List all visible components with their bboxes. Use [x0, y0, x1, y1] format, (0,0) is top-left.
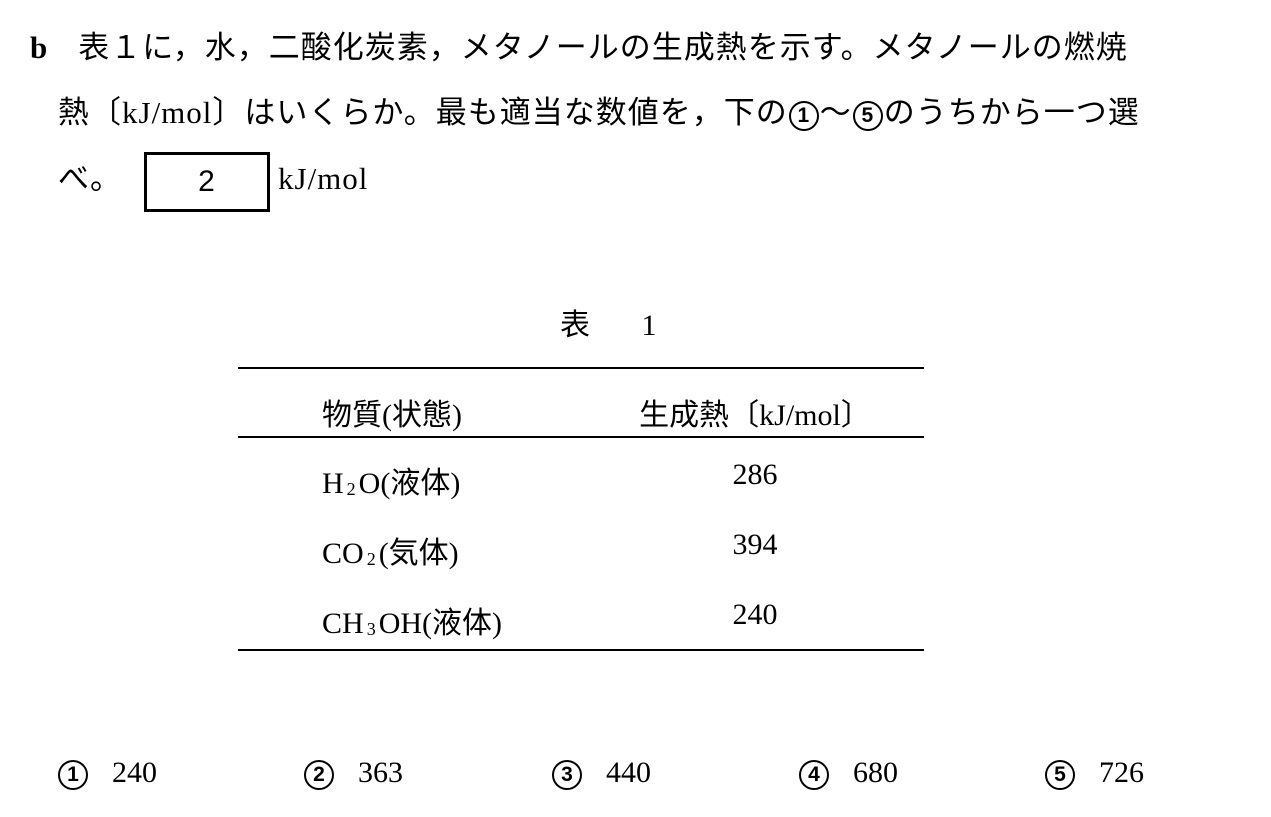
table-row-value: 286 — [732, 458, 778, 491]
option-5: 5 726 — [1044, 756, 1144, 791]
question-text-2a: 熱〔kJ/mol〕はいくらか。最も適当な数値を，下の — [58, 95, 788, 130]
circled-number-1: 1 — [788, 100, 819, 131]
table-row-value: 394 — [732, 528, 778, 561]
question-text-1: 表１に，水，二酸化炭素，メタノールの生成熱を示す。メタノールの燃焼 — [78, 30, 1128, 65]
table-bottom-rule — [238, 649, 924, 651]
question-line-1: b 表１に，水，二酸化炭素，メタノールの生成熱を示す。メタノールの燃焼 — [30, 22, 1128, 67]
option-1: 1 240 — [57, 756, 157, 791]
table-top-rule — [238, 367, 924, 369]
table-row-substance: H 2 O(液体) — [322, 467, 461, 500]
header-substance: 物質(状態) — [322, 399, 462, 432]
question-line-2: 熱〔kJ/mol〕はいくらか。最も適当な数値を，下の 1 ～ 5 のうちから一つ選 — [58, 87, 1140, 132]
question-label: b — [30, 30, 49, 65]
question-line-3: べ。 2 kJ/mol — [58, 152, 368, 212]
question-text-3: べ。 — [58, 161, 122, 197]
table-caption: 表 1 — [560, 309, 679, 342]
table-header-rule — [238, 436, 924, 438]
circled-number-icon: 2 — [304, 760, 334, 791]
circled-number-icon: 3 — [552, 760, 582, 791]
circled-number-icon: 4 — [799, 760, 829, 791]
circled-number-5: 5 — [852, 100, 883, 131]
range-separator: ～ — [819, 95, 852, 130]
circled-number-icon: 5 — [1045, 760, 1075, 791]
answer-unit: kJ/mol — [278, 161, 369, 197]
option-4: 4 680 — [798, 756, 898, 791]
circled-number-icon: 1 — [58, 760, 88, 791]
table-row-value: 240 — [732, 598, 778, 631]
header-heat: 生成熱〔kJ/mol〕 — [639, 399, 871, 432]
table-row-substance: CH 3 OH(液体) — [322, 607, 502, 640]
table-row-substance: CO 2 (気体) — [322, 537, 459, 570]
answer-box: 2 — [144, 152, 270, 212]
option-2: 2 363 — [303, 756, 403, 791]
question-text-2b: のうちから一つ選 — [883, 95, 1140, 130]
option-3: 3 440 — [551, 756, 651, 791]
